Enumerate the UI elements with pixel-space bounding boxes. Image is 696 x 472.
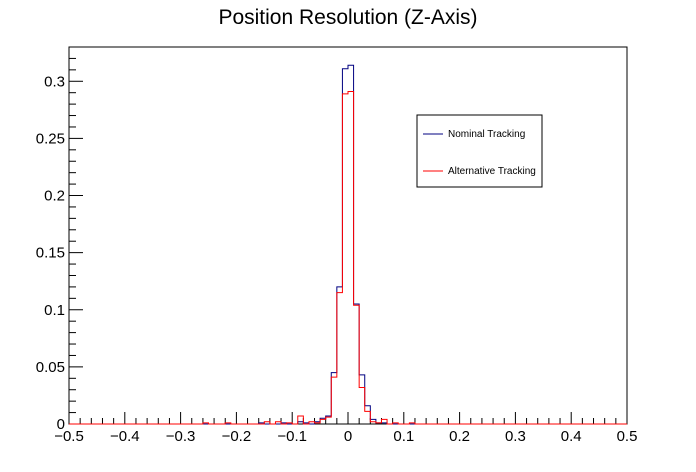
x-tick-label: −0.4 xyxy=(110,428,140,445)
y-tick-label: 0.1 xyxy=(44,302,65,319)
legend-box xyxy=(416,114,543,188)
y-tick-label: 0.15 xyxy=(36,245,65,262)
y-tick-label: 0.3 xyxy=(44,73,65,90)
y-tick-label: 0.25 xyxy=(36,130,65,147)
x-tick-label: 0 xyxy=(344,428,352,445)
x-tick-label: 0.2 xyxy=(449,428,470,445)
series-alternative-histogram xyxy=(69,91,627,425)
chart-title: Position Resolution (Z-Axis) xyxy=(218,6,477,29)
series-nominal-histogram xyxy=(69,64,627,425)
x-tick-label: −0.3 xyxy=(166,428,196,445)
x-tick-label: 0.5 xyxy=(617,428,638,445)
y-tick-label: 0 xyxy=(57,416,65,433)
legend-label-nominal: Nominal Tracking xyxy=(448,129,525,140)
x-axis: −0.5 −0.4 −0.3 −0.2 −0.1 0 0.1 0.2 0.3 0.4 0.5 xyxy=(54,412,637,445)
legend-label-alternative: Alternative Tracking xyxy=(448,166,536,177)
x-tick-label: 0.1 xyxy=(393,428,414,445)
x-tick-label: 0.3 xyxy=(505,428,526,445)
y-tick-label: 0.2 xyxy=(44,188,65,205)
series-layer xyxy=(69,64,627,425)
x-tick-label: −0.2 xyxy=(222,428,252,445)
x-tick-label: 0.4 xyxy=(561,428,582,445)
x-tick-label: −0.1 xyxy=(277,428,307,445)
y-tick-label: 0.05 xyxy=(36,359,65,376)
x-tick-label: −0.5 xyxy=(54,428,84,445)
y-axis: 0 0.05 0.1 0.15 0.2 0.25 0.3 xyxy=(36,46,83,433)
plot-frame xyxy=(68,46,628,425)
legend: Nominal Tracking Alternative Tracking xyxy=(416,114,543,188)
